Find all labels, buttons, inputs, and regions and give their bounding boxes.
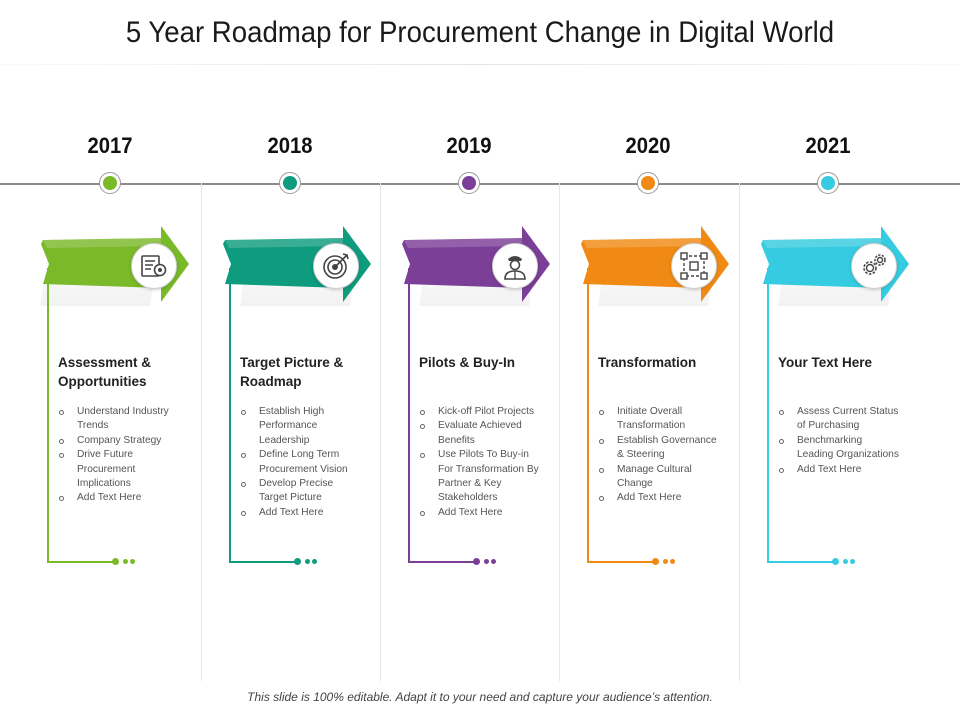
bracket-end-dots [832, 558, 862, 566]
timeline-node-dot [821, 176, 835, 190]
roadmap-column: 2021 Your Text Here Assess Current Status … [739, 0, 919, 720]
bracket-end-dots [473, 558, 503, 566]
timeline-node [99, 172, 121, 194]
bullet-item: Benchmarking Leading Organizations [778, 434, 900, 463]
bullet-list: Understand Industry Trends Company Strate… [58, 405, 180, 506]
bullet-item: Company Strategy [58, 434, 180, 448]
content-bracket [587, 268, 655, 563]
column-heading: Assessment & Opportunities [58, 355, 152, 389]
bullet-item: Add Text Here [58, 491, 180, 505]
footer-note: This slide is 100% editable. Adapt it to… [247, 690, 713, 704]
roadmap-column: 2020 Transformation Initiate Overall Trans… [559, 0, 739, 720]
title-divider [0, 64, 960, 65]
timeline-node [458, 172, 480, 194]
bullet-item: Understand Industry Trends [58, 405, 180, 434]
bullet-item: Develop Precise Target Picture [240, 477, 362, 506]
year-label: 2017 [87, 133, 133, 158]
bullet-item: Define Long Term Procurement Vision [240, 448, 362, 477]
gears-icon [851, 243, 897, 289]
target-icon [313, 243, 359, 289]
timeline-node [279, 172, 301, 194]
timeline-node-dot [103, 176, 117, 190]
content-bracket [47, 268, 115, 563]
year-label: 2019 [446, 133, 492, 158]
content-bracket [767, 268, 835, 563]
timeline-node-dot [641, 176, 655, 190]
slide-title: 5 Year Roadmap for Procurement Change in… [125, 16, 835, 49]
timeline-node-dot [283, 176, 297, 190]
content-bracket [229, 268, 297, 563]
bullet-item: Use Pilots To Buy-in For Transformation … [419, 448, 541, 506]
year-label: 2020 [625, 133, 671, 158]
bullet-item: Add Text Here [598, 491, 720, 505]
bullet-item: Evaluate Achieved Benefits [419, 419, 541, 448]
bullet-item: Establish High Performance Leadership [240, 405, 362, 448]
bullet-item: Assess Current Status of Purchasing [778, 405, 900, 434]
bullet-item: Initiate Overall Transformation [598, 405, 720, 434]
column-divider [559, 183, 560, 681]
bullet-item: Kick-off Pilot Projects [419, 405, 541, 419]
document-gear-icon [131, 243, 177, 289]
column-divider [739, 183, 740, 681]
roadmap-column: 2018 Target Picture & Roadmap Establish Hi… [201, 0, 381, 720]
roadmap-column: 2017 Assessment & Opportunities Understand… [19, 0, 199, 720]
transform-grid-icon [671, 243, 717, 289]
roadmap-column: 2019 Pilots & Buy-In Kick-off Pilot Projec… [380, 0, 560, 720]
timeline-node-dot [462, 176, 476, 190]
column-heading: Target Picture & Roadmap [240, 355, 344, 389]
bracket-end-dots [294, 558, 324, 566]
timeline-node [637, 172, 659, 194]
bullet-item: Drive Future Procurement Implications [58, 448, 180, 491]
bullet-item: Manage Cultural Change [598, 463, 720, 492]
bullet-item: Add Text Here [419, 506, 541, 520]
bullet-list: Establish High Performance Leadership Def… [240, 405, 362, 520]
pilot-icon [492, 243, 538, 289]
bullet-list: Kick-off Pilot Projects Evaluate Achieved… [419, 405, 541, 520]
timeline-line [0, 183, 960, 185]
column-heading: Transformation [598, 355, 697, 370]
bullet-list: Assess Current Status of Purchasing Bench… [778, 405, 900, 477]
timeline-node [817, 172, 839, 194]
year-label: 2018 [267, 133, 313, 158]
content-bracket [408, 268, 476, 563]
column-divider [201, 183, 202, 681]
column-heading: Pilots & Buy-In [419, 355, 516, 370]
bullet-item: Establish Governance & Steering [598, 434, 720, 463]
bracket-end-dots [112, 558, 142, 566]
bullet-item: Add Text Here [778, 463, 900, 477]
year-label: 2021 [805, 133, 851, 158]
column-heading: Your Text Here [778, 355, 873, 370]
bullet-item: Add Text Here [240, 506, 362, 520]
bullet-list: Initiate Overall Transformation Establish… [598, 405, 720, 506]
bracket-end-dots [652, 558, 682, 566]
column-divider [380, 183, 381, 681]
